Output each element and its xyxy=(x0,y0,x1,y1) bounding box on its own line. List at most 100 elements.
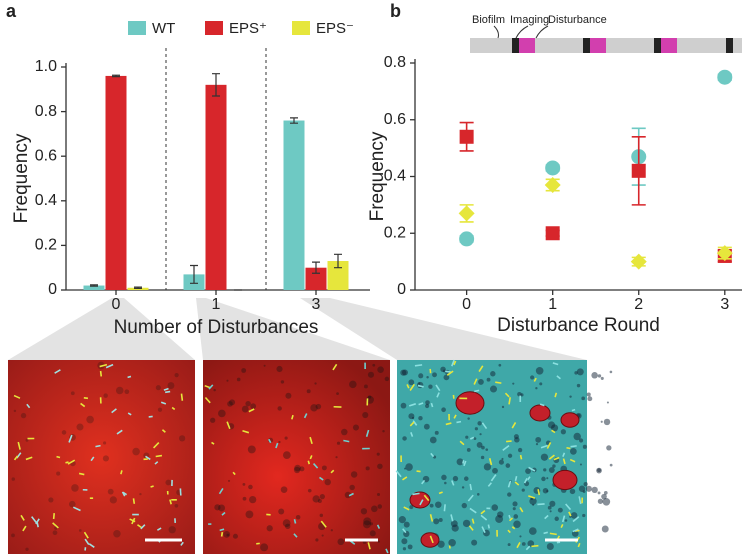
marker xyxy=(544,177,561,194)
cell xyxy=(562,458,566,465)
cell xyxy=(453,414,457,419)
y-tick-label: 0.8 xyxy=(384,54,406,71)
texture xyxy=(336,441,341,445)
y-tick-label: 0.6 xyxy=(384,111,406,128)
texture xyxy=(602,497,611,506)
texture xyxy=(245,400,251,407)
texture xyxy=(532,503,535,506)
cell xyxy=(385,548,389,554)
texture xyxy=(542,488,549,494)
bar xyxy=(205,84,227,290)
texture xyxy=(418,415,423,421)
texture xyxy=(418,373,424,379)
texture xyxy=(486,377,491,382)
y-tick-label: 0.2 xyxy=(35,237,57,254)
texture xyxy=(492,467,498,474)
texture xyxy=(441,474,447,481)
bar xyxy=(305,267,327,290)
cell xyxy=(451,359,455,367)
y-tick-label: 0.4 xyxy=(384,168,406,185)
error-bar xyxy=(90,284,98,287)
texture xyxy=(360,508,368,515)
cell xyxy=(537,503,545,506)
cell xyxy=(68,434,73,443)
texture xyxy=(372,363,376,367)
texture xyxy=(314,382,317,385)
texture xyxy=(591,371,598,379)
cell xyxy=(291,414,294,420)
texture xyxy=(369,522,373,526)
texture xyxy=(344,491,352,499)
cell xyxy=(409,383,415,391)
texture xyxy=(401,538,408,545)
texture xyxy=(514,437,520,443)
texture xyxy=(115,386,124,395)
cell xyxy=(448,545,451,549)
texture xyxy=(573,432,581,441)
texture xyxy=(425,403,430,409)
texture xyxy=(423,423,430,430)
texture xyxy=(109,496,117,504)
cell xyxy=(418,402,424,406)
texture xyxy=(317,498,322,503)
texture xyxy=(513,514,519,519)
texture xyxy=(546,542,554,551)
micrograph xyxy=(8,360,195,554)
cell xyxy=(127,375,132,379)
cell xyxy=(155,454,163,458)
cell xyxy=(54,369,61,374)
cell xyxy=(121,491,126,497)
cell xyxy=(348,492,354,497)
texture xyxy=(363,517,372,526)
cell xyxy=(218,487,224,495)
cell xyxy=(480,510,486,515)
cell xyxy=(153,441,160,449)
texture xyxy=(25,547,29,551)
cell xyxy=(508,397,511,405)
micrograph xyxy=(203,360,390,554)
texture xyxy=(232,533,238,539)
cell xyxy=(319,476,324,481)
colony xyxy=(420,532,440,548)
texture xyxy=(282,519,291,528)
texture xyxy=(477,421,482,426)
texture xyxy=(428,384,433,389)
cell xyxy=(435,384,441,392)
cell xyxy=(421,479,426,485)
texture xyxy=(569,488,576,495)
texture xyxy=(403,521,410,528)
cell xyxy=(13,455,19,461)
y-axis-label: Frequency xyxy=(11,133,32,223)
texture xyxy=(241,368,247,373)
y-tick-label: 1.0 xyxy=(35,58,57,75)
texture xyxy=(319,513,324,518)
y-tick-label: 0.4 xyxy=(35,192,57,209)
y-tick-label: 0.6 xyxy=(35,147,57,164)
texture xyxy=(477,493,480,496)
texture xyxy=(476,442,483,448)
texture xyxy=(554,516,559,521)
texture xyxy=(139,492,142,496)
cell xyxy=(83,531,89,539)
cell xyxy=(445,422,452,426)
cell xyxy=(309,455,313,460)
texture xyxy=(400,402,407,409)
texture xyxy=(276,365,283,373)
texture xyxy=(437,540,445,548)
cell xyxy=(312,463,319,469)
bar xyxy=(327,261,349,290)
cell xyxy=(99,370,103,377)
cell xyxy=(13,394,21,399)
cell xyxy=(481,422,488,430)
texture xyxy=(535,366,544,375)
cell xyxy=(332,363,338,371)
texture xyxy=(408,413,415,420)
cell xyxy=(523,478,528,484)
texture xyxy=(444,481,447,485)
error-bar xyxy=(334,253,342,269)
texture xyxy=(483,463,492,471)
cell xyxy=(469,483,473,491)
cell xyxy=(456,420,462,424)
cell xyxy=(507,480,512,488)
cell xyxy=(446,370,454,376)
